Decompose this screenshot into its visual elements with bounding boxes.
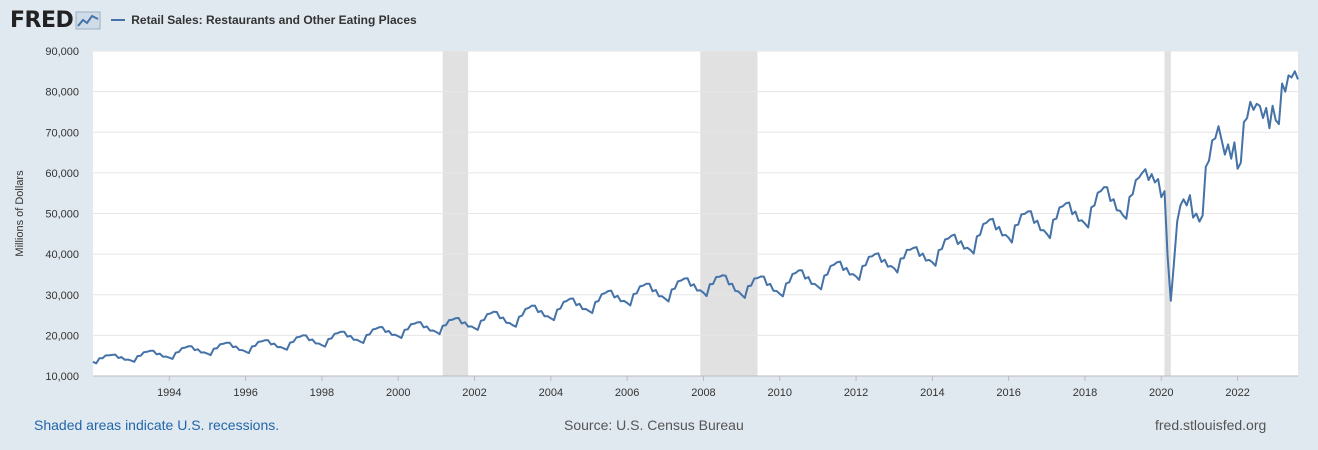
source-note: Source: U.S. Census Bureau [564, 417, 744, 433]
y-tick-label: 10,000 [45, 371, 79, 383]
y-tick-label: 70,000 [45, 127, 79, 139]
x-tick-label: 2022 [1225, 387, 1249, 399]
fred-logo[interactable]: FRED [10, 8, 101, 33]
x-tick-label: 1998 [310, 387, 334, 399]
y-tick-label: 50,000 [45, 209, 79, 221]
x-tick-label: 2010 [768, 387, 792, 399]
x-tick-label: 2006 [615, 387, 639, 399]
y-tick-label: 20,000 [45, 330, 79, 342]
x-tick-label: 2016 [996, 387, 1020, 399]
y-tick-label: 80,000 [45, 87, 79, 99]
y-tick-label: 30,000 [45, 290, 79, 302]
x-tick-label: 2020 [1149, 387, 1173, 399]
gridlines [93, 50, 1298, 377]
site-url[interactable]: fred.stlouisfed.org [1155, 417, 1267, 433]
y-axis-label: Millions of Dollars [14, 170, 26, 257]
x-tick-label: 2004 [539, 387, 563, 399]
x-tick-label: 2002 [462, 387, 486, 399]
y-tick-label: 60,000 [45, 168, 79, 180]
y-axis-ticks: 10,000 20,000 30,000 40,000 50,000 60,000 70,0… [45, 46, 79, 383]
logo-text: FRED [10, 7, 74, 33]
series-line[interactable] [92, 70, 1299, 365]
x-tick-label: 1996 [233, 387, 257, 399]
x-tick-label: 2012 [844, 387, 868, 399]
x-axis-ticks: 1994 1996 1998 2000 2002 2004 2006 2008 2010 2012… [93, 375, 1298, 399]
fred-graph-icon [75, 11, 101, 30]
x-tick-label: 2008 [691, 387, 715, 399]
chart-legend[interactable]: Retail Sales: Restaurants and Other Eati… [111, 13, 417, 27]
recession-note[interactable]: Shaded areas indicate U.S. recessions. [34, 417, 280, 433]
legend-label: Retail Sales: Restaurants and Other Eati… [131, 13, 417, 27]
legend-swatch [111, 19, 126, 21]
y-tick-label: 90,000 [45, 46, 79, 58]
chart-header: FRED Retail Sales: Restaurants and Other… [10, 6, 417, 34]
x-tick-label: 1994 [157, 387, 181, 399]
y-tick-label: 40,000 [45, 249, 79, 261]
line-chart[interactable]: 10,000 20,000 30,000 40,000 50,000 60,000 70,0… [0, 0, 1318, 410]
x-tick-label: 2018 [1073, 387, 1097, 399]
x-tick-label: 2000 [386, 387, 410, 399]
x-tick-label: 2014 [920, 387, 944, 399]
